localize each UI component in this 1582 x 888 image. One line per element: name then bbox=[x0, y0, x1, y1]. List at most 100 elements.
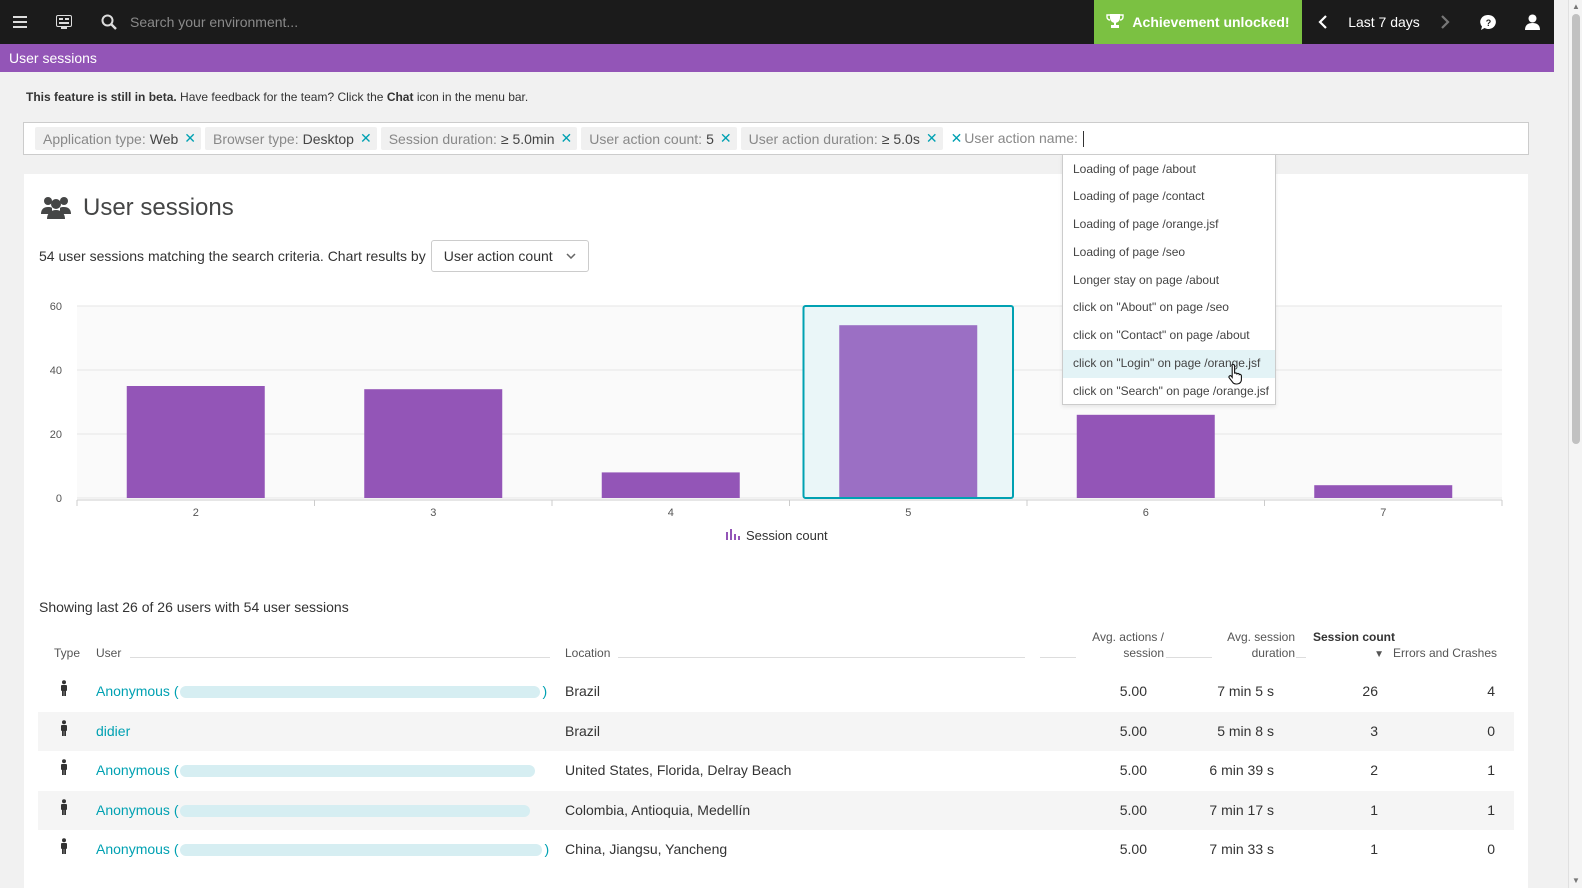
session-count-cell: 26 bbox=[1362, 683, 1378, 699]
redacted-id bbox=[180, 804, 531, 817]
table-row[interactable]: Anonymous (Colombia, Antioquia, Medellín… bbox=[38, 790, 1514, 831]
achievement-button[interactable]: Achievement unlocked! bbox=[1094, 0, 1302, 44]
column-header-avg-actions[interactable]: Avg. actions / bbox=[1092, 630, 1164, 644]
beta-notice-bold: This feature is still in beta. bbox=[26, 90, 177, 104]
bar bbox=[1076, 414, 1215, 498]
beta-notice-chat: Chat bbox=[386, 90, 414, 104]
user-link[interactable]: Anonymous () bbox=[96, 672, 547, 712]
avg-actions-cell: 5.00 bbox=[1119, 762, 1147, 778]
suggestion-item[interactable]: Loading of page /contact bbox=[1073, 189, 1205, 204]
suggestion-item[interactable]: click on "Login" on page /orange.jsf bbox=[1063, 350, 1275, 378]
timeframe-selector[interactable]: Last 7 days bbox=[1348, 14, 1420, 30]
svg-text:?: ? bbox=[1485, 18, 1491, 28]
scroll-down-icon[interactable]: ▼ bbox=[1572, 876, 1580, 885]
table-row[interactable]: Anonymous () China, Jiangsu, Yancheng 5.00… bbox=[38, 830, 1514, 870]
filter-chip-key: Browser type: bbox=[213, 130, 299, 147]
column-header-user[interactable]: User bbox=[96, 646, 122, 660]
bar bbox=[364, 389, 503, 498]
text-caret bbox=[1082, 131, 1084, 148]
table-row[interactable]: Anonymous ( United States, Florida, Delra… bbox=[38, 751, 1514, 791]
users-group-icon bbox=[41, 195, 71, 222]
bar bbox=[1314, 485, 1453, 498]
column-header-session-count[interactable]: Session count bbox=[1312, 630, 1395, 644]
table-row[interactable]: Anonymous () Brazil 5.00 7 min 5 s 26 4 bbox=[38, 672, 1514, 712]
legend-icon bbox=[734, 534, 736, 540]
scroll-up-icon[interactable]: ▲ bbox=[1572, 2, 1580, 11]
chevron-left-icon[interactable] bbox=[1302, 0, 1344, 44]
avg-duration-cell: 7 min 5 s bbox=[1217, 683, 1274, 699]
suggestion-item[interactable]: Longer stay on page /about bbox=[1073, 272, 1220, 287]
filter-input[interactable]: ✕ User action name: bbox=[950, 129, 1084, 148]
chart-by-select[interactable]: User action count bbox=[430, 240, 589, 272]
filter-chip[interactable]: User action duration: ≥ 5.0s ✕ bbox=[740, 127, 943, 150]
filter-chip[interactable]: Browser type: Desktop ✕ bbox=[205, 127, 377, 150]
legend-icon bbox=[730, 529, 732, 540]
remove-filter-icon[interactable]: ✕ bbox=[925, 130, 938, 146]
person-icon bbox=[60, 712, 68, 752]
suggestion-item[interactable]: Loading of page /orange.jsf bbox=[1073, 217, 1219, 232]
column-header-avg-duration[interactable]: Avg. session bbox=[1227, 630, 1295, 644]
filter-chip[interactable]: Session duration: ≥ 5.0min ✕ bbox=[380, 127, 578, 150]
search-input[interactable] bbox=[130, 14, 630, 30]
table-row[interactable]: didier Brazil 5.00 5 min 8 s 3 0 bbox=[38, 711, 1514, 752]
location-cell: Brazil bbox=[565, 683, 601, 699]
filter-bar[interactable]: Application type: Web ✕ Browser type: Deskt… bbox=[23, 122, 1529, 155]
remove-filter-icon[interactable]: ✕ bbox=[950, 129, 963, 146]
users-table: Type User Location Avg. actions / sessio… bbox=[38, 624, 1514, 870]
user-link[interactable]: didier bbox=[96, 712, 130, 752]
table-summary: Showing last 26 of 26 users with 54 user… bbox=[39, 599, 349, 615]
column-divider bbox=[1166, 657, 1212, 658]
remove-filter-icon[interactable]: ✕ bbox=[184, 130, 197, 146]
card-title: User sessions bbox=[83, 194, 234, 221]
suggestion-item[interactable]: Loading of page /seo bbox=[1073, 244, 1186, 259]
redacted-id bbox=[180, 686, 541, 699]
user-link[interactable]: Anonymous () bbox=[96, 830, 549, 870]
filter-chip-key: Session duration: bbox=[388, 130, 497, 147]
filter-chip[interactable]: Application type: Web ✕ bbox=[35, 127, 202, 150]
table-header: Type User Location Avg. actions / sessio… bbox=[38, 624, 1514, 660]
column-header-location[interactable]: Location bbox=[565, 646, 611, 660]
filter-input-label: User action name: bbox=[964, 129, 1078, 146]
user-link[interactable]: Anonymous ( bbox=[96, 751, 537, 791]
person-icon bbox=[60, 791, 68, 831]
suggestion-item[interactable]: Loading of page /about bbox=[1073, 161, 1196, 176]
remove-filter-icon[interactable]: ✕ bbox=[719, 130, 732, 146]
suggestion-item[interactable]: click on "About" on page /seo bbox=[1073, 300, 1229, 315]
chat-icon[interactable]: ? bbox=[1466, 0, 1510, 44]
column-divider bbox=[618, 657, 1025, 658]
table-body: Anonymous () Brazil 5.00 7 min 5 s 26 4 didier… bbox=[38, 672, 1514, 870]
sort-descending-icon[interactable]: ▼ bbox=[1374, 649, 1384, 660]
user-name: Anonymous ( bbox=[96, 801, 179, 818]
user-name: Anonymous ( bbox=[96, 841, 179, 857]
chevron-right-icon[interactable] bbox=[1424, 0, 1466, 44]
session-count-cell: 1 bbox=[1370, 801, 1378, 818]
avg-duration-cell: 7 min 33 s bbox=[1209, 841, 1274, 857]
filter-chip-value: 5 bbox=[706, 130, 714, 147]
scrollbar-thumb[interactable] bbox=[1572, 14, 1580, 444]
user-icon[interactable] bbox=[1510, 0, 1554, 44]
user-link[interactable]: Anonymous ( bbox=[96, 791, 532, 831]
person-icon bbox=[60, 751, 68, 791]
suggestion-item[interactable]: click on "Search" on page /orange.jsf bbox=[1073, 383, 1269, 398]
beta-notice-text: Have feedback for the team? Click the bbox=[176, 90, 387, 104]
avg-actions-cell: 5.00 bbox=[1119, 841, 1147, 857]
remove-filter-icon[interactable]: ✕ bbox=[359, 130, 372, 146]
column-header-type[interactable]: Type bbox=[54, 646, 81, 660]
remove-filter-icon[interactable]: ✕ bbox=[560, 130, 573, 146]
errors-cell: 0 bbox=[1487, 841, 1495, 857]
page-title: User sessions bbox=[0, 44, 1554, 72]
card-header: User sessions bbox=[41, 194, 234, 222]
avg-duration-cell: 7 min 17 s bbox=[1209, 801, 1274, 818]
suggestion-item[interactable]: click on "Contact" on page /about bbox=[1073, 328, 1250, 343]
location-cell: United States, Florida, Delray Beach bbox=[565, 762, 792, 778]
redacted-id bbox=[180, 844, 543, 857]
x-tick-label: 7 bbox=[1380, 507, 1386, 519]
page-scrollbar[interactable]: ▲ ▼ bbox=[1568, 0, 1582, 888]
filter-chip[interactable]: User action count: 5 ✕ bbox=[581, 127, 737, 150]
column-header-errors[interactable]: Errors and Crashes bbox=[1392, 646, 1497, 660]
trophy-icon bbox=[1106, 13, 1125, 32]
legend-icon bbox=[738, 536, 740, 540]
match-summary: 54 user sessions matching the search cri… bbox=[39, 240, 589, 272]
dashboard-icon[interactable] bbox=[44, 0, 84, 44]
menu-icon[interactable] bbox=[0, 0, 40, 44]
